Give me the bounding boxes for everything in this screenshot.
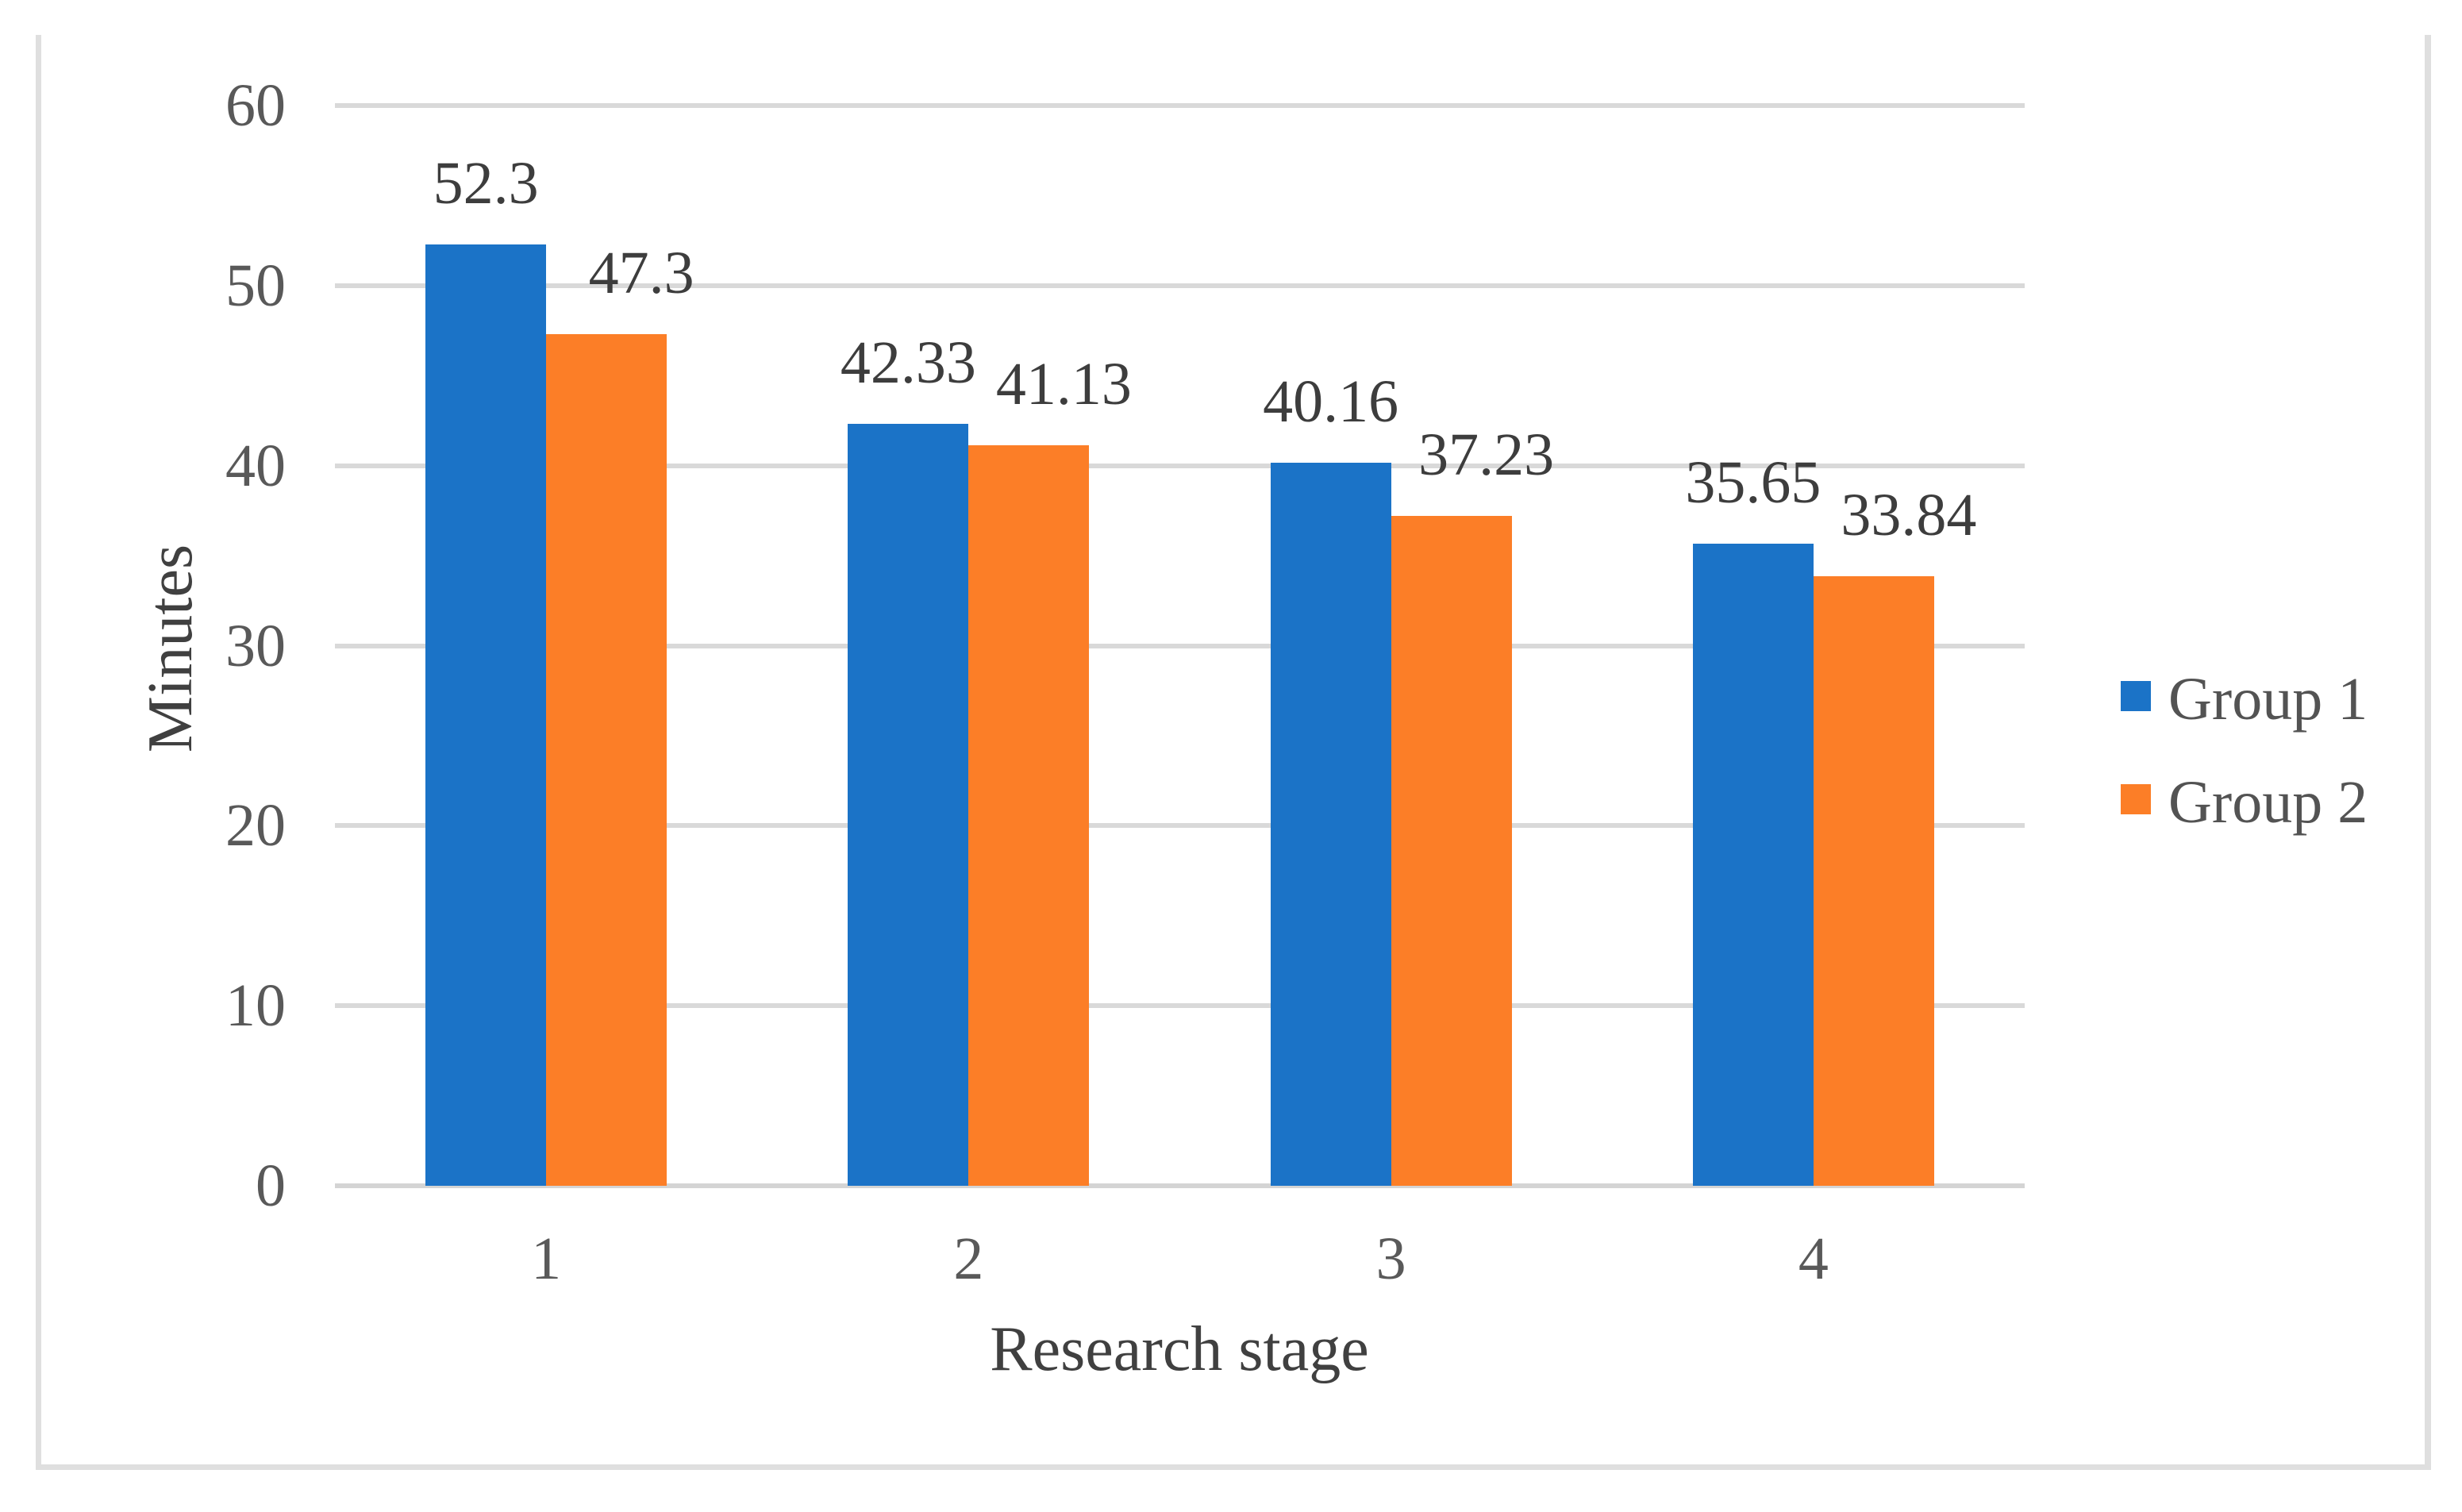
legend-label-group1: Group 1 [2168,666,2368,733]
bar-group1-stage1 [425,244,547,1186]
gridline-20 [335,823,2025,829]
x-tick-label-1: 1 [531,1225,562,1292]
data-label-group1-stage2: 42.33 [840,329,976,396]
y-tick-label-0: 0 [256,1152,286,1219]
y-tick-label-40: 40 [225,432,286,499]
data-label-group2-stage4: 33.84 [1841,482,1977,549]
gridline-60 [335,103,2025,109]
y-axis-title: Minutes [136,544,206,753]
y-tick-label-20: 20 [225,792,286,860]
x-tick-label-3: 3 [1375,1225,1406,1292]
y-tick-label-10: 10 [225,972,286,1040]
x-axis-line [335,1183,2025,1188]
frame-border-bottom [36,1464,2431,1470]
bar-group1-stage2 [848,423,969,1186]
bar-group2-stage4 [1813,576,1934,1186]
data-label-group1-stage4: 35.65 [1685,449,1821,517]
data-label-group1-stage3: 40.16 [1263,368,1399,436]
bar-group2-stage1 [546,334,667,1186]
legend-label-group2: Group 2 [2168,769,2368,836]
data-label-group2-stage1: 47.3 [588,240,694,307]
gridline-10 [335,1003,2025,1009]
bar-group2-stage3 [1391,515,1512,1186]
x-tick-label-4: 4 [1798,1225,1829,1292]
bar-group1-stage3 [1270,463,1391,1186]
y-tick-label-60: 60 [225,72,286,140]
y-tick-label-50: 50 [225,252,286,319]
x-tick-label-2: 2 [953,1225,984,1292]
gridline-50 [335,283,2025,288]
y-tick-label-30: 30 [225,612,286,679]
data-label-group1-stage1: 52.3 [433,149,539,217]
frame-border-left [36,35,41,1470]
data-label-group2-stage3: 37.23 [1418,421,1555,488]
legend-swatch-group2 [2121,784,2151,814]
legend-swatch-group1 [2121,681,2151,711]
bar-group2-stage2 [968,445,1090,1186]
gridline-30 [335,643,2025,648]
frame-border-right [2425,35,2431,1470]
gridline-40 [335,463,2025,468]
data-label-group2-stage2: 41.13 [995,351,1132,418]
bar-group1-stage4 [1692,544,1814,1186]
x-axis-title: Research stage [990,1314,1369,1384]
